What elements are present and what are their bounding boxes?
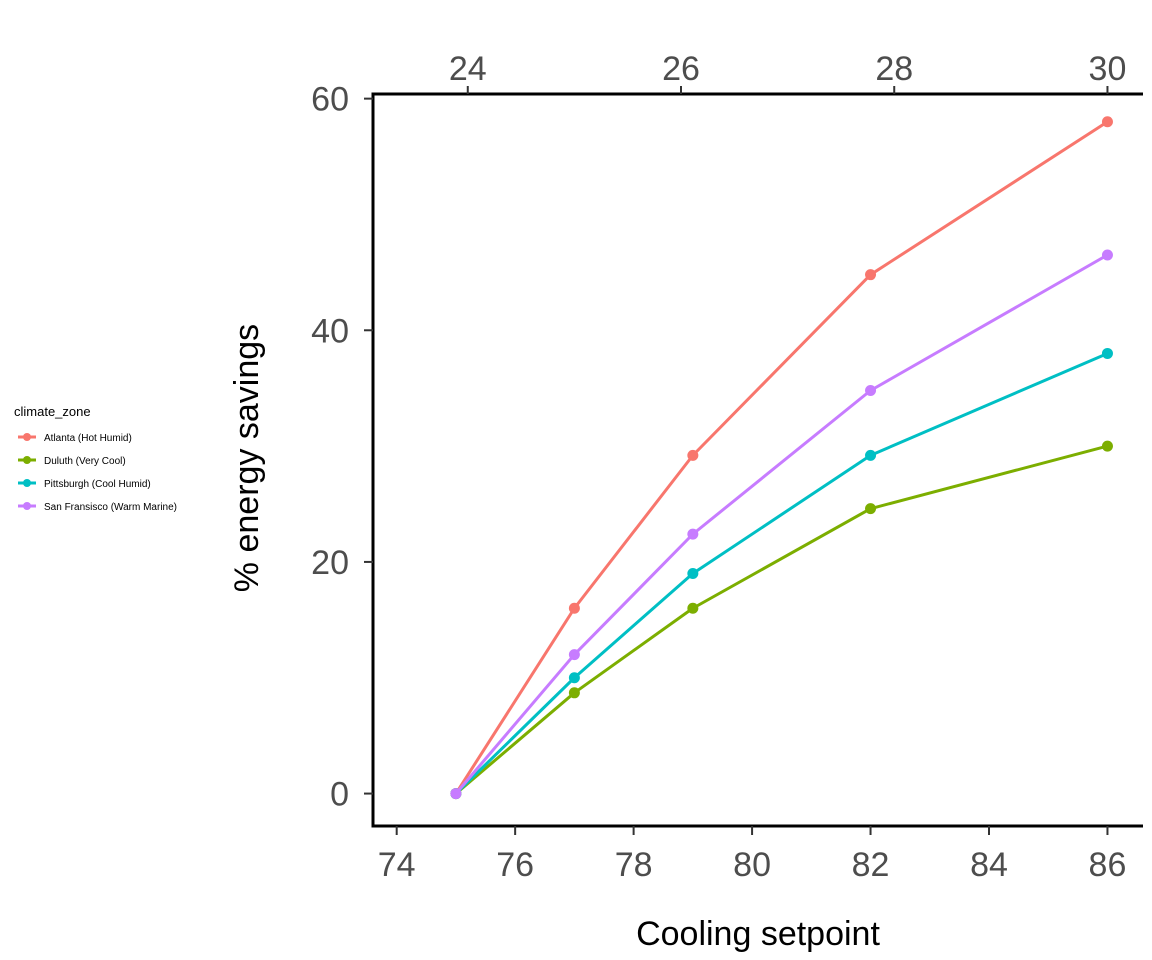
x-tick-label: 86 [1089,846,1127,884]
legend-label: Atlanta (Hot Humid) [44,433,132,444]
legend-key-point [23,479,31,487]
data-point [687,568,699,580]
x-tick-label: 76 [496,846,534,884]
top-tick-label: 24 [449,50,487,88]
data-point [865,449,877,461]
legend-key-point [23,433,31,441]
data-point [687,449,699,461]
data-point [450,788,462,800]
series-line [454,352,1109,795]
y-tick-label: 20 [311,544,349,582]
x-tick-label: 80 [733,846,771,884]
data-point [568,672,580,684]
axes [371,92,1143,828]
top-axis-ticks: 24 26 28 30 [449,50,1127,94]
data-point [865,385,877,397]
y-tick-label: 60 [311,81,349,119]
series-layer [450,116,1113,800]
legend-key-point [23,456,31,464]
series-line [454,253,1109,795]
data-point [1101,347,1113,359]
y-axis-title: % energy savings [228,324,266,592]
data-point [1101,440,1113,452]
data-point [1101,116,1113,128]
legend-label: Pittsburgh (Cool Humid) [44,479,151,490]
top-tick-label: 30 [1089,50,1127,88]
data-point [568,602,580,614]
data-point [865,269,877,281]
series-line [454,444,1108,795]
legend-label: Duluth (Very Cool) [44,456,126,467]
data-point [687,528,699,540]
data-point [687,602,699,614]
x-tick-label: 84 [970,846,1008,884]
data-point [568,687,580,699]
x-tick-label: 74 [378,846,416,884]
series-line [454,120,1109,795]
x-tick-label: 82 [852,846,890,884]
top-tick-label: 26 [662,50,700,88]
x-axis-title: Cooling setpoint [636,915,880,953]
y-tick-label: 40 [311,312,349,350]
legend-title: climate_zone [14,404,91,419]
x-axis-ticks: 74 76 78 80 82 84 86 [378,826,1127,884]
legend: climate_zone Atlanta (Hot Humid) Duluth (… [14,404,177,513]
top-tick-label: 28 [875,50,913,88]
data-point [568,649,580,661]
data-point [1101,249,1113,261]
y-tick-label: 0 [330,776,349,814]
legend-label: San Fransisco (Warm Marine) [44,502,177,513]
y-axis-ticks: 0 20 40 60 [311,81,373,814]
legend-key-point [23,502,31,510]
data-point [865,503,877,515]
x-tick-label: 78 [615,846,653,884]
